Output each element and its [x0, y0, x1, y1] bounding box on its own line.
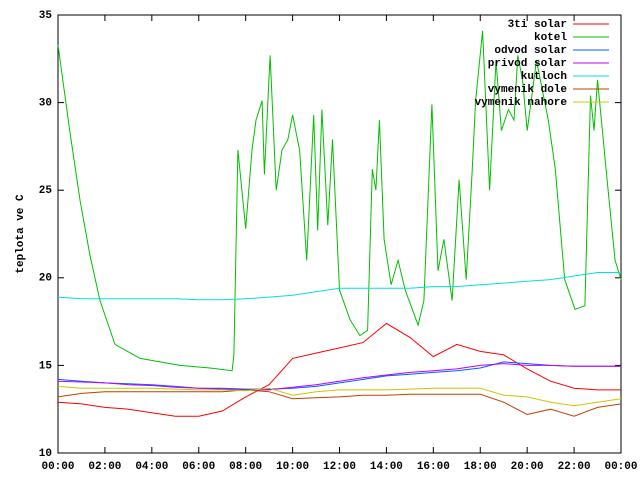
x-tick-label: 00:00 — [604, 461, 637, 473]
x-tick-label: 06:00 — [182, 461, 215, 473]
x-tick-label: 02:00 — [88, 461, 121, 473]
x-tick-label: 10:00 — [276, 461, 309, 473]
legend-label: kotel — [534, 32, 567, 44]
x-tick-label: 04:00 — [135, 461, 168, 473]
x-tick-label: 14:00 — [370, 461, 403, 473]
legend-label: vymenik dole — [488, 84, 568, 96]
y-tick-label: 25 — [39, 185, 53, 197]
series-line — [57, 322, 621, 417]
x-tick-label: 12:00 — [323, 461, 356, 473]
x-tick-label: 16:00 — [417, 461, 450, 473]
x-tick-label: 00:00 — [41, 461, 74, 473]
y-tick-label: 10 — [39, 448, 52, 460]
y-axis-label: teplota ve C — [15, 194, 27, 274]
y-tick-label: 15 — [39, 360, 53, 372]
series-line — [57, 361, 621, 390]
x-tick-label: 08:00 — [229, 461, 262, 473]
legend-label: privod solar — [488, 58, 567, 70]
y-tick-label: 20 — [39, 273, 52, 285]
legend-label: odvod solar — [494, 45, 567, 57]
x-tick-label: 18:00 — [464, 461, 497, 473]
legend-label: 3ti solar — [508, 19, 567, 31]
series-line — [57, 363, 621, 391]
y-tick-label: 35 — [39, 10, 53, 22]
x-tick-label: 22:00 — [558, 461, 591, 473]
x-tick-label: 20:00 — [511, 461, 544, 473]
y-tick-label: 30 — [39, 98, 52, 110]
series-line — [57, 389, 622, 417]
series-line — [57, 30, 622, 372]
series-line — [57, 272, 621, 301]
legend-label: vymenik nahore — [475, 97, 568, 109]
series-line — [57, 385, 622, 407]
legend-label: kutloch — [521, 71, 567, 83]
